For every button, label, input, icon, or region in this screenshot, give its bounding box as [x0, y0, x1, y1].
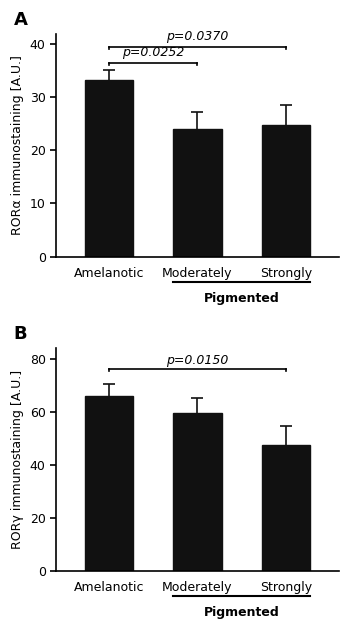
Text: p=0.0370: p=0.0370	[166, 30, 229, 43]
Bar	[85, 80, 133, 256]
Y-axis label: RORγ immunostaining [A.U.]: RORγ immunostaining [A.U.]	[11, 370, 24, 549]
Bar	[261, 445, 310, 571]
Text: A: A	[14, 11, 28, 29]
Bar	[173, 413, 222, 571]
Text: p=0.0252: p=0.0252	[122, 46, 184, 59]
Text: Pigmented: Pigmented	[204, 606, 280, 619]
Bar	[85, 396, 133, 571]
Bar	[261, 125, 310, 256]
Text: p=0.0150: p=0.0150	[166, 354, 229, 367]
Y-axis label: RORα immunostaining [A.U.]: RORα immunostaining [A.U.]	[11, 55, 24, 235]
Text: Pigmented: Pigmented	[204, 292, 280, 305]
Bar	[173, 129, 222, 256]
Text: B: B	[14, 326, 27, 343]
